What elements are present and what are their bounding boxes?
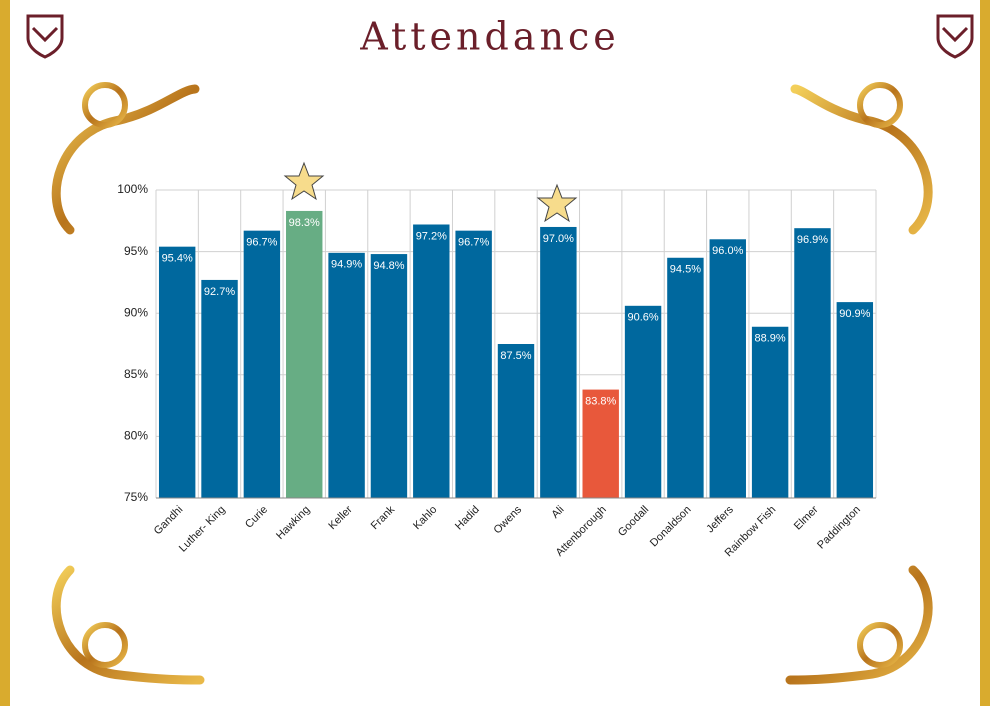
value-label: 96.0% [712,245,743,257]
value-label: 83.8% [585,395,616,407]
value-label: 97.2% [416,230,447,242]
value-label: 95.4% [162,253,193,265]
bar [794,228,830,498]
value-label: 94.8% [373,260,404,272]
crest-right [938,16,972,57]
crest-left [28,16,62,57]
value-label: 90.6% [627,312,658,324]
value-label: 97.0% [543,233,574,245]
value-label: 88.9% [755,333,786,345]
bar [413,224,449,498]
bar [625,306,661,498]
y-tick-label: 95% [124,244,148,258]
y-tick-label: 85% [124,367,148,381]
chart-title: Attendance [359,15,620,59]
bar [201,280,237,498]
bar [286,211,322,498]
bar [371,254,407,498]
value-label: 92.7% [204,286,235,298]
y-tick-label: 75% [124,490,148,504]
bar [498,344,534,498]
bar [752,327,788,498]
value-label: 87.5% [500,350,531,362]
bar [837,302,873,498]
bar [328,253,364,498]
bar [540,227,576,498]
value-label: 90.9% [839,308,870,320]
y-tick-label: 80% [124,429,148,443]
value-label: 94.9% [331,259,362,271]
bar [455,231,491,498]
y-tick-label: 90% [124,305,148,319]
bar [710,239,746,498]
value-label: 98.3% [289,217,320,229]
page: Attendance 75%80%85%90%95%100%95.4%Gandh… [0,0,990,706]
bar [667,258,703,498]
value-label: 96.7% [246,237,277,249]
y-tick-label: 100% [117,182,148,196]
value-label: 96.7% [458,237,489,249]
bar [159,247,195,498]
value-label: 96.9% [797,234,828,246]
value-label: 94.5% [670,264,701,276]
bar [244,231,280,498]
